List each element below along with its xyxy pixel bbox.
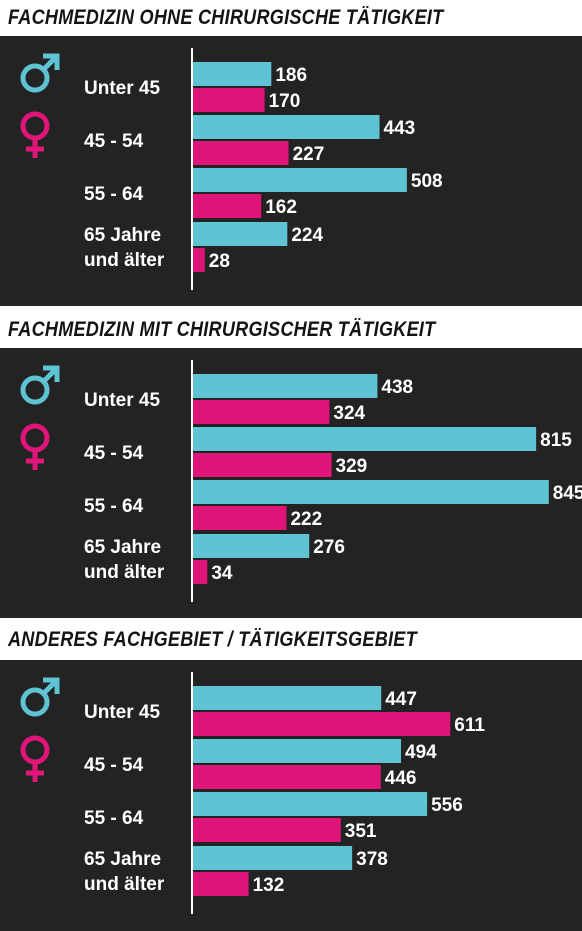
female-bar: [193, 872, 249, 896]
category-label: und älter: [84, 562, 165, 583]
data-label: 508: [411, 171, 443, 192]
category-label: 55 - 64: [84, 184, 144, 205]
male-bar: [193, 792, 428, 816]
category-label: Unter 45: [84, 78, 160, 99]
female-bar: [193, 453, 332, 477]
category-label: und älter: [84, 250, 165, 271]
category-label: 45 - 54: [84, 755, 144, 776]
data-label: 556: [431, 795, 463, 816]
female-symbol-icon: [20, 423, 50, 470]
male-bar: [193, 168, 407, 192]
data-label: 329: [336, 456, 368, 477]
female-bar: [193, 88, 265, 112]
female-bar: [193, 194, 262, 218]
category-label: und älter: [84, 874, 165, 895]
data-label: 34: [211, 563, 233, 584]
male-bar: [193, 427, 537, 451]
male-bar: [193, 686, 382, 710]
data-label: 324: [333, 403, 365, 424]
data-label: 186: [275, 65, 307, 86]
data-label: 447: [385, 689, 417, 710]
category-label: 55 - 64: [84, 496, 144, 517]
male-bar: [193, 846, 353, 870]
female-bar: [193, 560, 208, 584]
data-label: 162: [265, 197, 297, 218]
data-label: 446: [385, 768, 417, 789]
category-label: 45 - 54: [84, 131, 144, 152]
male-symbol-icon: [20, 365, 60, 405]
category-label: 55 - 64: [84, 808, 144, 829]
female-bar: [193, 248, 205, 272]
data-label: 378: [356, 849, 388, 870]
data-label: 815: [540, 430, 572, 451]
category-label: Unter 45: [84, 702, 160, 723]
female-bar: [193, 818, 341, 842]
panel-title-3: ANDERES FACHGEBIET / TÄTIGKEITSGEBIET: [8, 628, 417, 651]
data-label: 611: [454, 715, 485, 736]
female-bar: [193, 506, 287, 530]
data-label: 222: [290, 509, 322, 530]
data-label: 224: [291, 225, 323, 246]
male-bar: [193, 222, 288, 246]
male-bar: [193, 534, 310, 558]
data-label: 227: [293, 144, 325, 165]
data-label: 170: [269, 91, 301, 112]
category-label: 65 Jahre: [84, 849, 161, 870]
male-bar: [193, 115, 380, 139]
category-label: 65 Jahre: [84, 225, 161, 246]
panel-title-2: FACHMEDIZIN MIT CHIRURGISCHER TÄTIGKEIT: [8, 318, 436, 341]
male-bar: [193, 62, 272, 86]
data-label: 438: [381, 377, 413, 398]
male-bar: [193, 374, 378, 398]
data-label: 132: [253, 875, 285, 896]
data-label: 276: [313, 537, 345, 558]
male-symbol-icon: [20, 53, 60, 93]
panel-title-1: FACHMEDIZIN OHNE CHIRURGISCHE TÄTIGKEIT: [8, 6, 444, 29]
data-label: 494: [405, 742, 437, 763]
data-label: 443: [384, 118, 416, 139]
female-symbol-icon: [20, 735, 50, 782]
male-bar: [193, 739, 401, 763]
data-label: 845: [553, 483, 582, 504]
female-bar: [193, 141, 289, 165]
category-label: 45 - 54: [84, 443, 144, 464]
male-bar: [193, 480, 549, 504]
female-bar: [193, 712, 451, 736]
male-symbol-icon: [20, 677, 60, 717]
female-symbol-icon: [20, 111, 50, 158]
category-label: Unter 45: [84, 390, 160, 411]
female-bar: [193, 400, 330, 424]
data-label: 351: [345, 821, 377, 842]
category-label: 65 Jahre: [84, 537, 161, 558]
female-bar: [193, 765, 381, 789]
data-label: 28: [209, 251, 230, 272]
